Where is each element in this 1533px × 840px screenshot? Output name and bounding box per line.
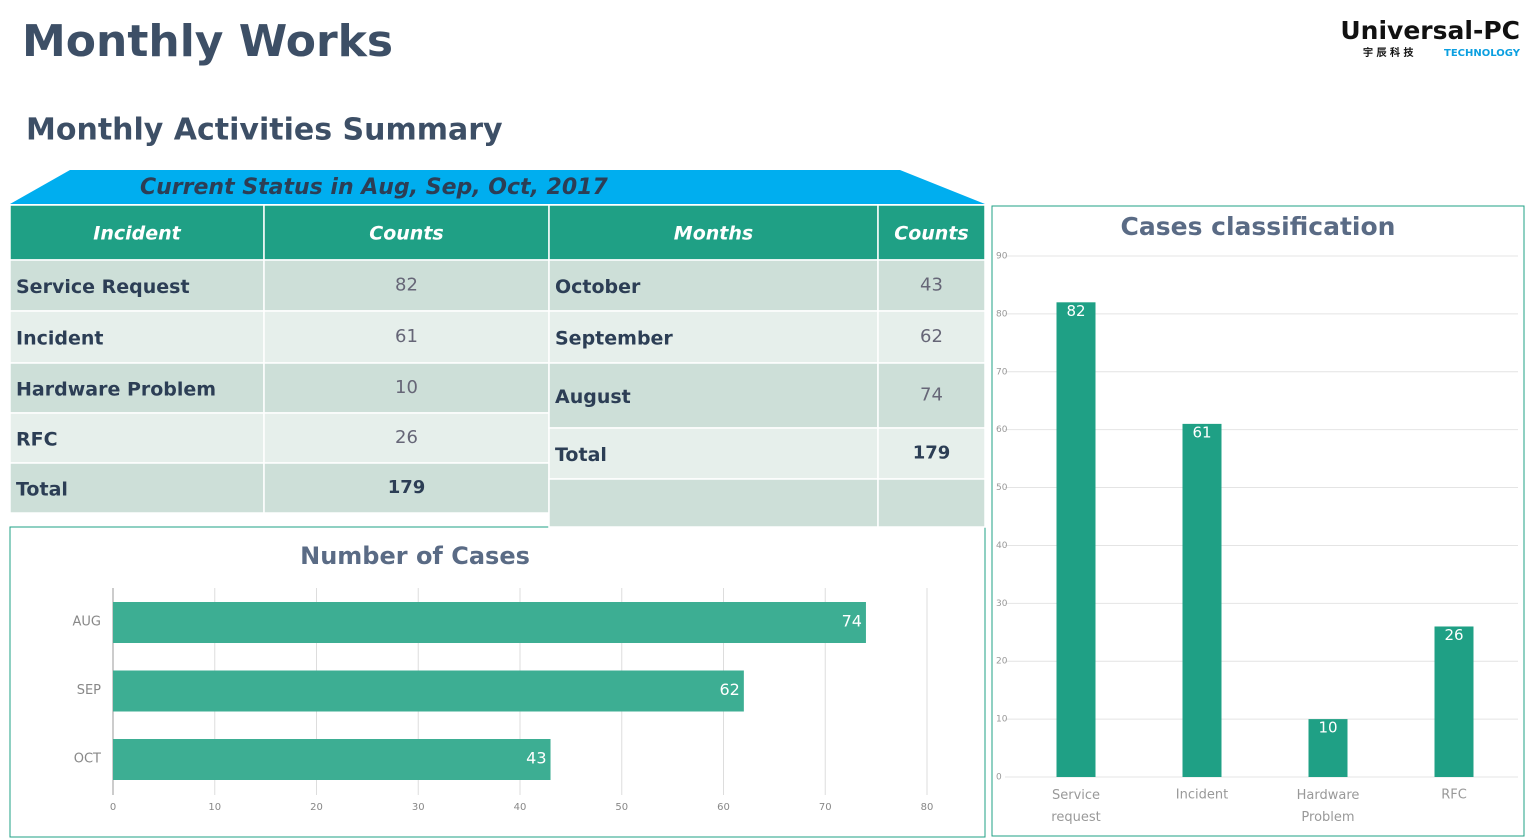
x-tick-label: 0 [110,802,116,813]
x-tick-label: 50 [615,802,628,813]
table-header: Counts [894,223,968,245]
row-value: 62 [920,326,943,347]
table-cell [877,310,986,364]
bar [113,602,866,643]
y-tick-label: 30 [996,599,1008,609]
row-value: 61 [395,326,418,347]
category-label: Incident [1176,788,1228,803]
value-label: 82 [1066,302,1085,320]
logo-sub: 宇 辰 科 技 [1363,46,1414,59]
row-label: RFC [16,429,58,451]
row-value: 179 [913,443,951,464]
x-tick-label: 20 [310,802,323,813]
table-cell [877,478,986,528]
x-tick-label: 60 [717,802,730,813]
table-header-cell [548,204,879,261]
y-tick-label: 0 [996,773,1002,783]
logo-tech: TECHNOLOGY [1444,48,1521,59]
table-cell [548,427,879,480]
row-value: 10 [395,377,418,398]
row-value: 179 [388,477,426,498]
table-header-cell [9,204,265,261]
category-label: SEP [77,683,101,698]
banner-text: Current Status in Aug, Sep, Oct, 2017 [140,175,608,200]
table-header: Counts [369,223,443,245]
row-label: August [555,386,631,408]
x-tick-label: 80 [921,802,934,813]
y-tick-label: 20 [996,657,1008,667]
logo: Universal-PC [1340,16,1520,45]
x-tick-label: 70 [819,802,832,813]
row-label: Total [555,444,607,466]
table-cell [548,478,879,528]
value-label: 61 [1192,423,1211,441]
value-label: 26 [1444,626,1463,644]
table-cell [548,259,879,312]
table-header: Months [674,223,753,245]
y-tick-label: 60 [996,425,1008,435]
x-tick-label: 30 [412,802,425,813]
table-cell [548,362,879,429]
category-label: AUG [73,615,101,630]
bar [1308,719,1348,777]
table-cell [263,462,550,514]
row-label: September [555,328,673,350]
y-tick-label: 70 [996,367,1008,377]
row-label: Total [16,479,68,501]
bar [1434,626,1474,777]
row-label: Hardware Problem [16,379,216,401]
table-cell [877,362,986,429]
category-label: RFC [1441,788,1467,803]
x-tick-label: 40 [514,802,527,813]
y-tick-label: 90 [996,252,1008,262]
bar [1182,423,1222,777]
bar [1056,302,1096,777]
category-label: Hardware Problem [1297,788,1360,825]
y-tick-label: 40 [996,541,1008,551]
row-value: 82 [395,275,418,296]
y-tick-label: 10 [996,715,1008,725]
row-value: 26 [395,427,418,448]
row-value: 43 [920,275,943,296]
table-cell [9,310,265,364]
table-header-cell [263,204,550,261]
x-tick-label: 10 [208,802,221,813]
chart-frame [991,205,1525,837]
table-header: Incident [93,223,181,245]
row-value: 74 [920,385,943,406]
table-cell [877,259,986,312]
category-label: Service request [1051,788,1100,825]
value-label: 74 [842,612,862,631]
row-label: Incident [16,328,103,350]
chart-title: Cases classification [1121,212,1396,241]
table-cell [9,462,265,514]
chart-frame [9,526,986,838]
table-cell [548,310,879,364]
value-label: 10 [1318,719,1337,737]
y-tick-label: 80 [996,309,1008,319]
row-label: October [555,276,641,298]
subtitle: Monthly Activities Summary [26,113,503,148]
category-label: OCT [74,752,101,767]
table-cell [877,427,986,480]
value-label: 43 [526,749,546,768]
value-label: 62 [719,680,739,699]
chart-title: Number of Cases [300,542,530,570]
bar [113,670,744,712]
row-label: Service Request [16,276,190,298]
page-title: Monthly Works [22,16,393,67]
bar [113,739,551,780]
y-tick-label: 50 [996,483,1008,493]
table-cell [9,362,265,414]
table-cell [9,412,265,464]
banner [10,170,985,204]
